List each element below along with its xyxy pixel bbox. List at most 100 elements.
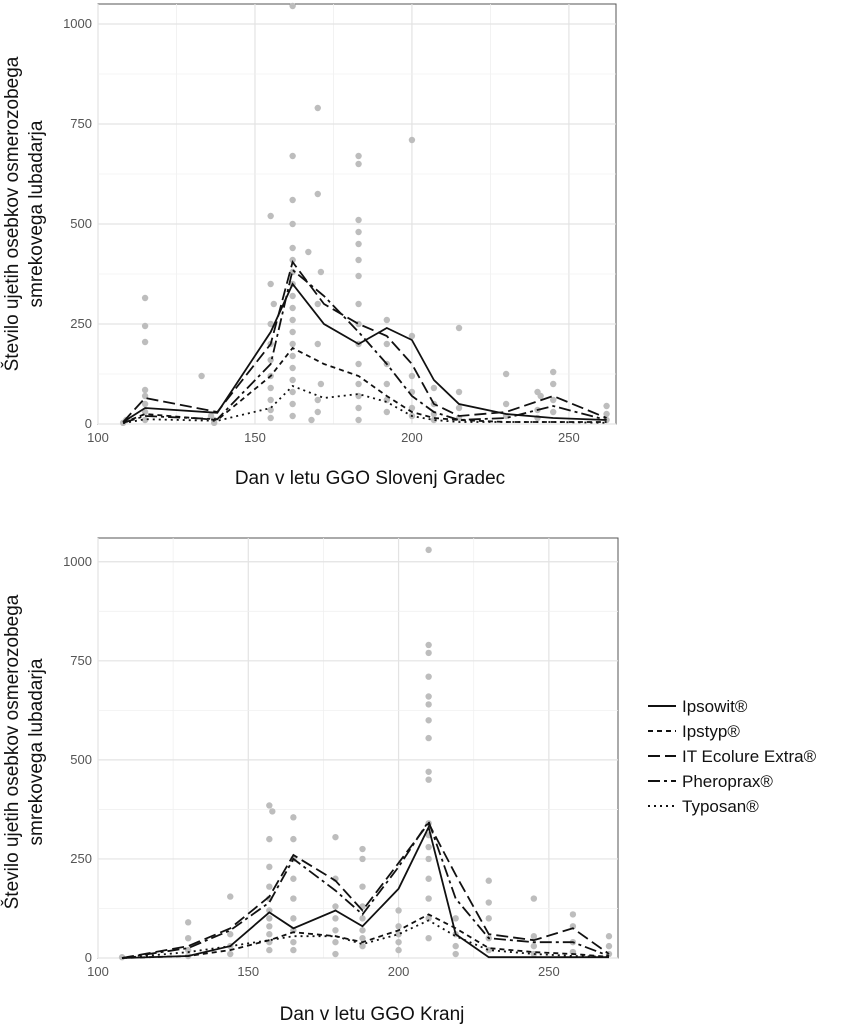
scatter-point [408, 136, 416, 144]
scatter-point [408, 372, 416, 380]
series-line-pheroprax [122, 268, 607, 424]
legend-label: Pheroprax® [682, 772, 773, 791]
scatter-point [550, 396, 557, 404]
scatter-point [198, 372, 205, 380]
scatter-point [289, 152, 296, 160]
chart-panel-kranj: 100 150 200 250 0 250 500 750 1000 Dan v letu GG… [1, 537, 619, 1024]
scatter-point [314, 340, 321, 348]
scatter-point [266, 915, 273, 922]
scatter-points [119, 2, 610, 426]
scatter-point [289, 196, 296, 204]
series-line-typosan [122, 384, 607, 425]
scatter-point [452, 915, 459, 922]
scatter-point [267, 320, 274, 328]
scatter-point [355, 360, 362, 368]
scatter-point [267, 414, 274, 422]
scatter-point [452, 942, 459, 950]
scatter-point [485, 899, 492, 906]
scatter-point [452, 950, 459, 958]
scatter-point [289, 328, 296, 336]
scatter-point [332, 938, 339, 946]
scatter-point [408, 332, 416, 340]
gridlines [97, 538, 618, 959]
legend: Ipsowit® Ipstyp® IT Ecolure Extra® Pheropra… [648, 697, 817, 816]
scatter-point [289, 304, 296, 312]
scatter-point [266, 931, 273, 938]
scatter-point [266, 802, 273, 809]
scatter-point [332, 915, 339, 922]
legend-item: Pheroprax® [648, 772, 773, 791]
scatter-point [537, 392, 544, 400]
scatter-point [425, 701, 432, 708]
scatter-point [141, 408, 149, 416]
scatter-point [425, 934, 432, 942]
scatter-point [184, 934, 192, 942]
scatter-point [267, 396, 274, 404]
y-tick-label: 0 [85, 416, 92, 431]
scatter-point [266, 923, 273, 930]
scatter-point [408, 404, 416, 412]
scatter-point [289, 340, 296, 348]
scatter-point [332, 833, 339, 841]
scatter-point [184, 946, 192, 954]
scatter-point [266, 883, 273, 890]
scatter-point [289, 388, 296, 396]
scatter-point [289, 376, 296, 384]
y-tick-label: 250 [70, 316, 92, 331]
series-line-ipstyp [121, 913, 610, 959]
y-axis-title-line-2: smrekovega lubadarja [26, 658, 47, 845]
scatter-point [355, 160, 362, 168]
y-tick-label: 500 [70, 752, 92, 767]
x-tick-label: 150 [244, 430, 266, 445]
scatter-point [355, 256, 362, 264]
scatter-point [425, 776, 432, 783]
legend-item: IT Ecolure Extra® [648, 747, 817, 766]
x-tick-label: 250 [558, 430, 580, 445]
chart-panel-slovenj-gradec: 100 150 200 250 0 250 500 750 1000 Dan v letu GG… [1, 2, 617, 489]
scatter-point [317, 268, 325, 276]
scatter-point [425, 649, 432, 657]
scatter-point [425, 875, 432, 882]
scatter-point [383, 316, 391, 324]
scatter-point [425, 673, 432, 680]
series-line-it-ecolure-extra [122, 259, 607, 423]
y-tick-label: 1000 [63, 16, 92, 31]
scatter-point [332, 903, 339, 910]
scatter-point [314, 408, 321, 416]
scatter-point [290, 875, 297, 882]
scatter-point [290, 915, 297, 922]
scatter-point [425, 546, 432, 554]
x-tick-label: 100 [87, 430, 109, 445]
scatter-point [290, 835, 297, 843]
scatter-point [359, 927, 366, 934]
scatter-point [485, 877, 492, 884]
scatter-point [289, 412, 296, 420]
scatter-point [530, 942, 538, 950]
scatter-point [455, 388, 463, 396]
scatter-point [227, 893, 234, 900]
scatter-point [308, 416, 315, 424]
scatter-point [425, 895, 432, 902]
y-tick-label: 250 [70, 851, 92, 866]
scatter-point [355, 152, 362, 160]
scatter-point [289, 400, 296, 408]
scatter-point [485, 915, 492, 922]
scatter-point [550, 408, 557, 416]
scatter-point [289, 292, 296, 300]
scatter-point [210, 419, 218, 426]
scatter-point [290, 938, 297, 946]
scatter-point [141, 322, 149, 330]
series-lines [122, 259, 607, 425]
series-line-ipstyp [122, 346, 607, 424]
scatter-point [359, 883, 366, 890]
scatter-point [395, 938, 402, 946]
x-tick-label: 250 [538, 964, 560, 979]
scatter-point [266, 907, 273, 914]
scatter-point [359, 915, 366, 922]
x-tick-label: 100 [87, 964, 109, 979]
scatter-point [383, 380, 391, 388]
scatter-point [267, 212, 274, 220]
y-axis-title-line-1: Število ujetih osebkov osmerozobega [1, 594, 23, 909]
scatter-point [289, 220, 296, 228]
series-line-it-ecolure-extra [121, 821, 610, 959]
